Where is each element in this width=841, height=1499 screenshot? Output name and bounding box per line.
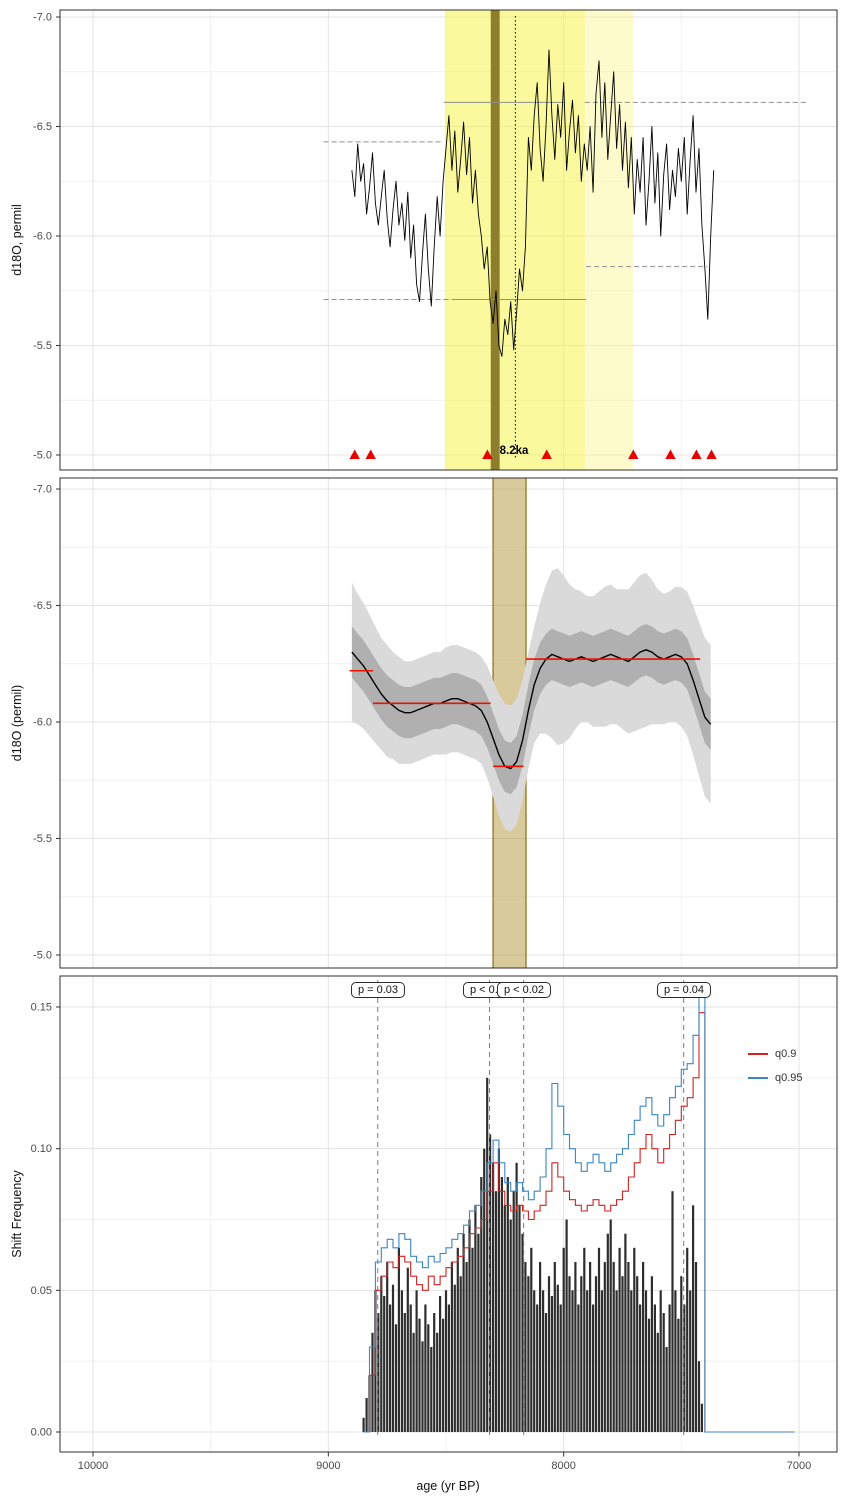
panel-1-group: -7.0 -6.5 -6.0 -5.5 -5.0 (33, 9, 838, 471)
pvalue-label-004: p = 0.04 (656, 982, 712, 998)
y-tick-label: -5.5 (33, 340, 52, 352)
y-tick-label: -6.0 (33, 717, 52, 729)
quantile-line-q0.9 (363, 1012, 795, 1433)
pvalue-label-002: p < 0.02 (496, 982, 552, 998)
change-point-triangle (691, 449, 702, 459)
y-tick-label: -7.0 (33, 12, 52, 24)
change-point-triangle (628, 449, 639, 459)
panel2-y-axis-title: d18O (permil) (10, 684, 24, 762)
event-8-2ka-label: 8.2ka (499, 445, 529, 457)
y-tick-label: -5.5 (33, 833, 52, 845)
y-tick-label: -6.5 (33, 121, 52, 133)
legend-label-q09: q0.9 (775, 1048, 797, 1060)
inner-uncertainty-band (351, 624, 711, 795)
x-tick-label: 10000 (78, 1460, 109, 1472)
change-point-triangle (482, 449, 493, 459)
q09-line-swatch (748, 1053, 768, 1055)
y-tick-label: -6.5 (33, 600, 52, 612)
panel1-y-axis-title: d18O, permil (10, 204, 24, 276)
change-point-triangle (665, 449, 676, 459)
change-point-triangle (365, 449, 376, 459)
legend-item-q095: q0.95 (748, 1072, 803, 1084)
x-tick-label: 8000 (551, 1460, 575, 1472)
x-tick-label: 7000 (787, 1460, 811, 1472)
y-tick-label: -5.0 (33, 450, 52, 462)
legend: q0.9 q0.95 (748, 1048, 803, 1084)
y-tick-label: 0.05 (31, 1285, 52, 1297)
panel-3-group: 0.00 0.05 0.10 0.15 (31, 975, 838, 1453)
legend-label-q095: q0.95 (775, 1072, 803, 1084)
x-axis-title: age (yr BP) (416, 1479, 480, 1493)
d18o-smoothed-line (351, 649, 712, 770)
y-tick-label: -5.0 (33, 950, 52, 962)
y-tick-label: 0.15 (31, 1002, 52, 1014)
change-point-triangle (349, 449, 360, 459)
d18o-raw-series-line (351, 49, 715, 357)
legend-item-q09: q0.9 (748, 1048, 803, 1060)
panel-2-group: -7.0 -6.5 -6.0 -5.5 -5.0 (33, 477, 838, 969)
y-tick-label: 0.10 (31, 1143, 52, 1155)
y-tick-label: -7.0 (33, 484, 52, 496)
change-point-triangle (706, 449, 717, 459)
change-point-triangle (541, 449, 552, 459)
q095-line-swatch (748, 1077, 768, 1079)
y-tick-label: -6.0 (33, 231, 52, 243)
pvalue-label-003: p = 0.03 (350, 982, 406, 998)
x-tick-label: 9000 (316, 1460, 340, 1472)
y-tick-label: 0.00 (31, 1427, 52, 1439)
panel3-y-axis-title: Shift Frequency (10, 1170, 24, 1258)
quantile-line-q0.95 (363, 992, 795, 1433)
